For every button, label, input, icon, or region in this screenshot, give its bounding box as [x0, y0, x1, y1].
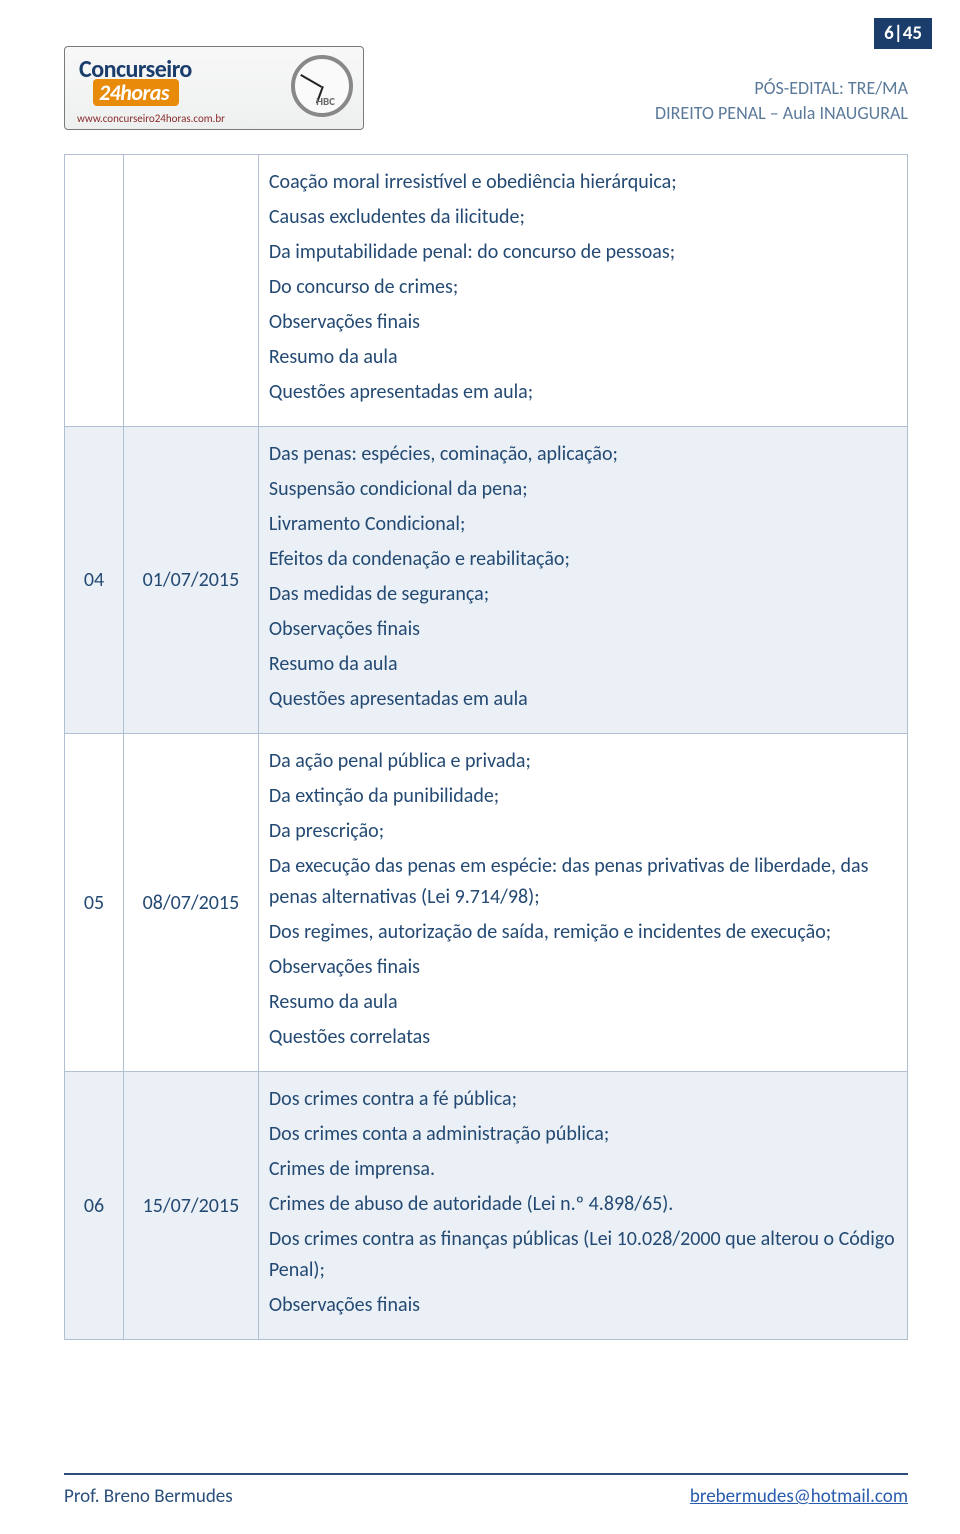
logo-url: www.concurseiro24horas.com.br: [77, 112, 225, 125]
page-footer: Prof. Breno Bermudes brebermudes@hotmail…: [64, 1473, 908, 1508]
lesson-content-cell: Da ação penal pública e privada; Da extin…: [258, 734, 907, 1072]
page-header: Concurseiro 24horas HBC www.concurseiro2…: [64, 46, 908, 130]
brand-logo: Concurseiro 24horas HBC www.concurseiro2…: [64, 46, 364, 130]
lesson-date-cell: 08/07/2015: [124, 734, 259, 1072]
header-line-2: DIREITO PENAL – Aula INAUGURAL: [655, 101, 908, 126]
lesson-content-line: Do concurso de crimes;: [269, 272, 897, 303]
lesson-content-line: Da extinção da punibilidade;: [269, 781, 897, 812]
lesson-content-line: Das medidas de segurança;: [269, 579, 897, 610]
logo-label: HBC: [316, 95, 335, 108]
lesson-content-cell: Coação moral irresistível e obediência h…: [258, 155, 907, 427]
header-titles: PÓS-EDITAL: TRE/MA DIREITO PENAL – Aula …: [655, 76, 908, 126]
lesson-content-line: Dos regimes, autorização de saída, remiç…: [269, 917, 897, 948]
lesson-number-cell: 06: [65, 1072, 124, 1340]
lesson-content-line: Causas excludentes da ilicitude;: [269, 202, 897, 233]
header-line-1: PÓS-EDITAL: TRE/MA: [655, 76, 908, 101]
lesson-number-cell: 04: [65, 427, 124, 734]
lesson-content-line: Suspensão condicional da pena;: [269, 474, 897, 505]
lesson-date-cell: 15/07/2015: [124, 1072, 259, 1340]
lesson-content-line: Da prescrição;: [269, 816, 897, 847]
lesson-content-line: Dos crimes contra a fé pública;: [269, 1084, 897, 1115]
table-row: 0508/07/2015Da ação penal pública e priv…: [65, 734, 908, 1072]
schedule-table-body: Coação moral irresistível e obediência h…: [65, 155, 908, 1340]
lesson-content-line: Crimes de abuso de autoridade (Lei n.º 4…: [269, 1189, 897, 1220]
lesson-number-cell: [65, 155, 124, 427]
lesson-content-line: Dos crimes contra as finanças públicas (…: [269, 1224, 897, 1286]
lesson-content-line: Questões apresentadas em aula;: [269, 377, 897, 408]
lesson-content-line: Coação moral irresistível e obediência h…: [269, 167, 897, 198]
lesson-content-line: Resumo da aula: [269, 987, 897, 1018]
lesson-content-line: Observações finais: [269, 952, 897, 983]
lesson-content-line: Da execução das penas em espécie: das pe…: [269, 851, 897, 913]
table-row: 0401/07/2015 Das penas: espécies, cominaç…: [65, 427, 908, 734]
footer-author: Prof. Breno Bermudes: [64, 1485, 233, 1508]
logo-text-2: 24horas: [93, 79, 179, 106]
lesson-content-line: Dos crimes conta a administração pública…: [269, 1119, 897, 1150]
lesson-date-cell: [124, 155, 259, 427]
lesson-date-cell: 01/07/2015: [124, 427, 259, 734]
lesson-content-line: Das penas: espécies, cominação, aplicaçã…: [269, 439, 897, 470]
lesson-content-line: Da ação penal pública e privada;: [269, 746, 897, 777]
lesson-content-line: Observações finais: [269, 307, 897, 338]
lesson-content-line: Livramento Condicional;: [269, 509, 897, 540]
lesson-content-line: Questões correlatas: [269, 1022, 897, 1053]
schedule-table-wrap: Coação moral irresistível e obediência h…: [64, 154, 908, 1340]
lesson-content-line: Resumo da aula: [269, 342, 897, 373]
lesson-content-line: Observações finais: [269, 614, 897, 645]
lesson-content-line: Efeitos da condenação e reabilitação;: [269, 544, 897, 575]
lesson-content-line: Observações finais: [269, 1290, 897, 1321]
lesson-content-line: Da imputabilidade penal: do concurso de …: [269, 237, 897, 268]
lesson-content-line: Resumo da aula: [269, 649, 897, 680]
page-number-badge: 6|45: [874, 18, 932, 49]
lesson-number-cell: 05: [65, 734, 124, 1072]
footer-email: brebermudes@hotmail.com: [690, 1485, 908, 1508]
schedule-table: Coação moral irresistível e obediência h…: [64, 154, 908, 1340]
table-row: 0615/07/2015Dos crimes contra a fé públi…: [65, 1072, 908, 1340]
table-row: Coação moral irresistível e obediência h…: [65, 155, 908, 427]
lesson-content-line: Questões apresentadas em aula: [269, 684, 897, 715]
lesson-content-cell: Das penas: espécies, cominação, aplicaçã…: [258, 427, 907, 734]
lesson-content-line: Crimes de imprensa.: [269, 1154, 897, 1185]
lesson-content-cell: Dos crimes contra a fé pública; Dos crime…: [258, 1072, 907, 1340]
